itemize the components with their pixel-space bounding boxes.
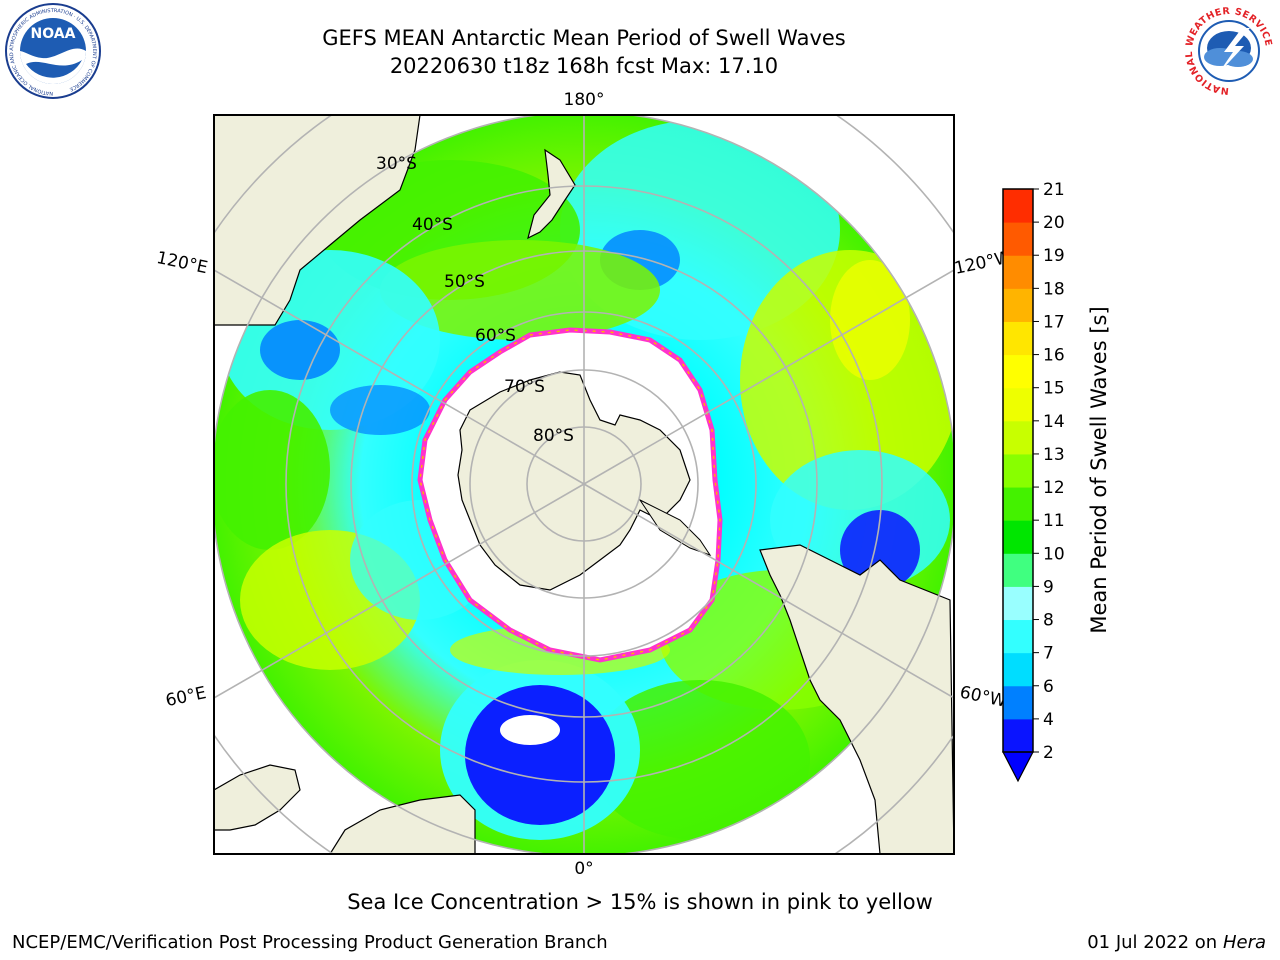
colorbar-cell [1003, 619, 1033, 654]
colorbar-tick-label: 21 [1043, 180, 1065, 200]
lat-label-30s: 30°S [376, 154, 417, 174]
lat-label-70s: 70°S [504, 377, 545, 397]
footer-host: Hera [1222, 932, 1266, 953]
lon-label-120e: 120°E [155, 248, 210, 278]
meridian-120e [214, 269, 585, 485]
noaa-logo: NOAA NATIONAL OCEANIC AND ATMOSPHERIC AD… [5, 3, 101, 99]
colorbar-tick-label: 17 [1043, 312, 1065, 332]
noaa-logo-text: NOAA [31, 26, 76, 42]
colorbar-cell [1003, 520, 1033, 554]
land-africa [329, 794, 476, 854]
colorbar-tick-label: 11 [1043, 511, 1065, 531]
colorbar-cell [1003, 255, 1033, 289]
land-masses [214, 115, 954, 854]
lat-label-60s: 60°S [475, 326, 516, 346]
colorbar-cell [1003, 487, 1033, 521]
chart-subtitle: 20220630 t18z 168h fcst Max: 17.10 [389, 54, 779, 78]
colorbar-tick-label: 12 [1043, 478, 1065, 498]
colorbar-cell [1003, 189, 1033, 223]
colorbar-cell [1003, 718, 1033, 753]
land-south-america [759, 544, 954, 854]
sea-ice-caption: Sea Ice Concentration > 15% is shown in … [347, 890, 933, 914]
colorbar-cell [1003, 453, 1033, 488]
colorbar-cell [1003, 553, 1033, 587]
land-australia [214, 115, 421, 326]
colorbar-cell [1003, 586, 1033, 621]
footer-date: 01 Jul 2022 on Hera [1087, 932, 1266, 953]
lon-label-0: 0° [574, 859, 593, 879]
colorbar-frame [1002, 188, 1034, 753]
colorbar-cell [1003, 685, 1033, 720]
map-area: 30°S 40°S 50°S 60°S 70°S 80°S [214, 115, 954, 854]
meridian-60e [214, 483, 585, 699]
graticule [214, 115, 954, 854]
meridian-60w [583, 483, 954, 699]
lon-label-180: 180° [564, 90, 605, 110]
sea-ice-edge-yellow [419, 329, 721, 661]
colorbar-tick-label: 2 [1043, 743, 1054, 763]
colorbar-tick-label: 20 [1043, 213, 1065, 233]
colorbar-label: Mean Period of Swell Waves [s] [1087, 306, 1111, 633]
colorbar-cell [1003, 652, 1033, 687]
colorbar-tick-label: 7 [1043, 644, 1054, 664]
colorbar-tick-label: 8 [1043, 611, 1054, 631]
meridian-120w [583, 269, 954, 485]
colorbar-tick-label: 19 [1043, 246, 1065, 266]
colorbar-cell [1003, 321, 1033, 356]
colorbar-ticks: 2 4 6 7 8 9 10 11 12 13 14 15 16 17 18 19 20 21 [1033, 180, 1065, 763]
colorbar-cell [1003, 288, 1033, 322]
colorbar-cell [1003, 420, 1033, 455]
map-frame [213, 114, 955, 855]
colorbar-tick-label: 13 [1043, 445, 1065, 465]
lon-label-60w: 60°W [958, 682, 1008, 711]
colorbar-tick-label: 14 [1043, 412, 1065, 432]
colorbar-tick-label: 18 [1043, 279, 1065, 299]
colorbar-cell [1003, 222, 1033, 256]
colorbar-tick-label: 15 [1043, 379, 1065, 399]
colorbar-tick-label: 16 [1043, 346, 1065, 366]
colorbar-tick-label: 4 [1043, 710, 1054, 730]
colorbar-cell [1003, 387, 1033, 422]
lon-label-60e: 60°E [164, 683, 208, 711]
lat-label-50s: 50°S [444, 272, 485, 292]
colorbar: 2 4 6 7 8 9 10 11 12 13 14 15 16 17 18 19 20 21 Mean Peri… [1002, 180, 1111, 783]
colorbar-tick-label: 9 [1043, 577, 1054, 597]
footer-branch: NCEP/EMC/Verification Post Processing Pr… [12, 932, 608, 953]
land-madagascar [214, 764, 301, 831]
wave-period-field [214, 120, 954, 840]
colorbar-cells [1003, 189, 1033, 753]
footer-date-text: 01 Jul 2022 on [1087, 932, 1223, 953]
colorbar-tick-label: 10 [1043, 544, 1065, 564]
colorbar-tick-label: 6 [1043, 677, 1054, 697]
colorbar-extend-triangle [1002, 751, 1034, 783]
nws-logo: NATIONAL WEATHER SERVICE [1183, 5, 1275, 97]
land-antarctic-peninsula [638, 498, 712, 556]
chart-title: GEFS MEAN Antarctic Mean Period of Swell… [322, 26, 846, 50]
lat-label-40s: 40°S [412, 215, 453, 235]
lat-label-80s: 80°S [533, 426, 574, 446]
colorbar-cell [1003, 354, 1033, 389]
